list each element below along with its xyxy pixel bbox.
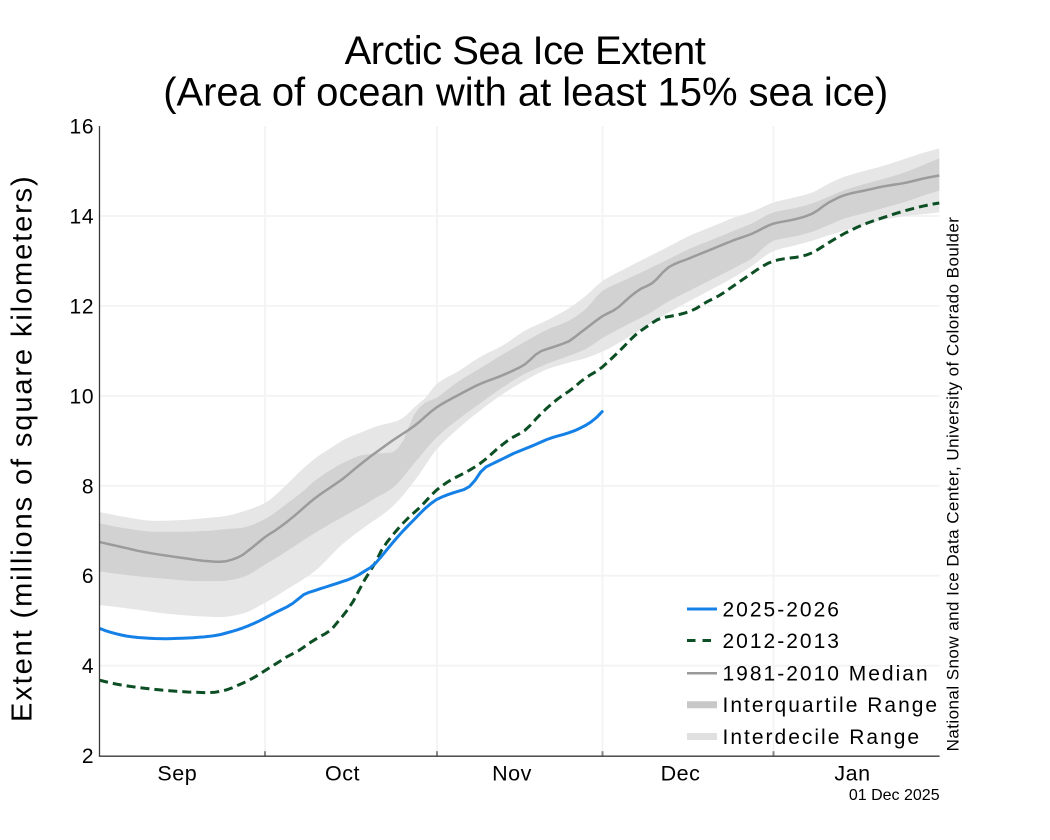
svg-text:16: 16	[70, 116, 95, 139]
svg-text:(Area of ocean with at least 1: (Area of ocean with at least 15% sea ice…	[163, 71, 888, 115]
svg-text:01 Dec 2025: 01 Dec 2025	[849, 787, 940, 804]
svg-text:Interquartile Range: Interquartile Range	[723, 694, 940, 717]
svg-text:Nov: Nov	[492, 762, 532, 786]
svg-text:1981-2010 Median: 1981-2010 Median	[723, 663, 930, 686]
svg-text:2: 2	[82, 745, 94, 768]
svg-text:Jan: Jan	[834, 762, 870, 786]
svg-text:2012-2013: 2012-2013	[723, 630, 841, 653]
svg-text:10: 10	[70, 385, 95, 408]
svg-text:14: 14	[70, 206, 95, 229]
svg-text:Dec: Dec	[661, 762, 701, 786]
svg-text:National Snow and Ice Data Cen: National Snow and Ice Data Center, Unive…	[944, 217, 963, 752]
svg-text:Oct: Oct	[325, 762, 360, 786]
svg-text:Extent (millions of square kil: Extent (millions of square kilometers)	[6, 174, 38, 722]
svg-text:4: 4	[82, 655, 94, 678]
svg-text:12: 12	[70, 295, 95, 318]
svg-text:Arctic Sea Ice Extent: Arctic Sea Ice Extent	[345, 29, 706, 73]
svg-text:Interdecile Range: Interdecile Range	[723, 726, 922, 749]
svg-text:Sep: Sep	[157, 762, 197, 786]
svg-text:2025-2026: 2025-2026	[723, 599, 841, 622]
svg-text:6: 6	[82, 565, 94, 588]
svg-text:8: 8	[82, 475, 94, 498]
